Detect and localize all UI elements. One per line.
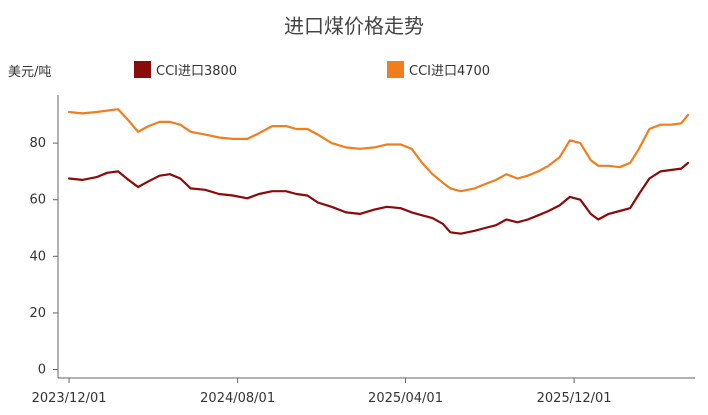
series-line xyxy=(68,108,690,193)
x-tick-label: 2023/12/01 xyxy=(32,391,107,406)
legend-swatch xyxy=(134,61,151,78)
legend-label: CCI进口4700 xyxy=(409,64,490,79)
x-axis-ticks: 2023/12/01 2024/08/01 2025/04/01 2025/12/01 xyxy=(32,378,612,406)
y-tick-label: 60 xyxy=(29,193,46,208)
legend-label: CCI进口3800 xyxy=(156,64,237,79)
x-tick-label: 2024/08/01 xyxy=(200,391,275,406)
x-tick-label: 2025/04/01 xyxy=(368,391,443,406)
y-tick-label: 0 xyxy=(38,363,46,378)
y-axis-ticks: 0 20 40 60 80 xyxy=(29,136,58,378)
series-line xyxy=(68,161,690,235)
legend: CCI进口3800 CCI进口4700 xyxy=(134,61,490,79)
series-lines xyxy=(68,108,690,235)
y-tick-label: 40 xyxy=(29,249,46,264)
chart-title: 进口煤价格走势 xyxy=(284,14,424,38)
y-tick-label: 20 xyxy=(29,306,46,321)
x-tick-label: 2025/12/01 xyxy=(537,391,612,406)
y-axis-unit: 美元/吨 xyxy=(8,65,51,80)
legend-swatch xyxy=(387,61,404,78)
y-tick-label: 80 xyxy=(29,136,46,151)
